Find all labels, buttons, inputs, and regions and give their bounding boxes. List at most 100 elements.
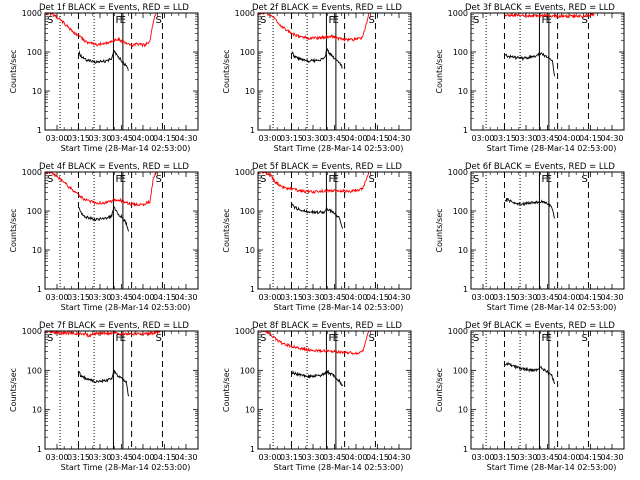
x-tick-label: 03:30 xyxy=(514,453,537,462)
y-tick-label: 10 xyxy=(245,87,255,96)
x-tick-label: 03:45 xyxy=(110,134,133,143)
flag-label: S xyxy=(260,174,266,185)
x-tick-label: 03:00 xyxy=(471,293,494,302)
x-tick-label: 04:30 xyxy=(600,134,623,143)
x-tick-label: 03:45 xyxy=(323,134,346,143)
flag-label: S xyxy=(581,333,587,344)
x-tick-label: 04:30 xyxy=(174,453,197,462)
series-events-line xyxy=(291,47,343,69)
panel-title: Det 6f BLACK = Events, RED = LLD xyxy=(465,162,615,172)
plot-frame xyxy=(44,330,199,450)
x-tick-label: 03:00 xyxy=(471,453,494,462)
flag-label: S xyxy=(47,333,53,344)
y-tick-label: 1000 xyxy=(22,168,42,177)
y-axis-label: Counts/sec xyxy=(222,49,231,93)
x-axis-label: Start Time (28-Mar-14 02:53:00) xyxy=(274,144,404,153)
x-tick-label: 03:30 xyxy=(301,134,324,143)
plot-frame xyxy=(257,330,412,450)
x-tick-label: 03:45 xyxy=(323,453,346,462)
y-axis-label: Counts/sec xyxy=(9,208,18,252)
flag-label: S xyxy=(581,174,587,185)
x-tick-label: 03:15 xyxy=(67,453,90,462)
x-tick-label: 03:00 xyxy=(45,293,68,302)
x-tick-label: 04:15 xyxy=(366,453,389,462)
panel-title: Det 2f BLACK = Events, RED = LLD xyxy=(252,3,402,13)
x-tick-label: 03:00 xyxy=(45,453,68,462)
x-tick-label: 04:00 xyxy=(557,453,580,462)
x-tick-label: 03:30 xyxy=(301,453,324,462)
y-tick-label: 10 xyxy=(458,246,468,255)
x-tick-label: 03:00 xyxy=(471,134,494,143)
y-tick-label: 1000 xyxy=(22,9,42,18)
y-tick-label: 10 xyxy=(458,406,468,415)
x-tick-label: 04:00 xyxy=(344,134,367,143)
x-tick-label: 04:15 xyxy=(153,453,176,462)
y-tick-label: 1 xyxy=(37,445,42,454)
flag-label: E xyxy=(333,333,339,344)
x-tick-label: 04:15 xyxy=(153,134,176,143)
y-tick-label: 100 xyxy=(27,207,42,216)
y-axis-label: Counts/sec xyxy=(222,368,231,412)
x-tick-label: 04:30 xyxy=(387,293,410,302)
flag-label: S xyxy=(473,174,479,185)
y-tick-label: 1000 xyxy=(235,327,255,336)
x-tick-label: 03:30 xyxy=(88,293,111,302)
y-tick-label: 100 xyxy=(453,48,468,57)
y-tick-label: 1000 xyxy=(22,327,42,336)
y-tick-label: 100 xyxy=(27,48,42,57)
y-tick-label: 1000 xyxy=(235,168,255,177)
series-events-line xyxy=(504,52,556,77)
x-tick-label: 04:15 xyxy=(579,453,602,462)
x-tick-label: 03:00 xyxy=(45,134,68,143)
panel-det-3: Det 3f BLACK = Events, RED = LLD 1 10 100 10… xyxy=(435,3,625,153)
x-tick-label: 03:30 xyxy=(88,453,111,462)
x-tick-label: 03:00 xyxy=(258,134,281,143)
x-tick-label: 03:45 xyxy=(536,453,559,462)
y-tick-label: 1000 xyxy=(235,9,255,18)
flag-label: F xyxy=(115,174,121,185)
x-axis-label: Start Time (28-Mar-14 02:53:00) xyxy=(487,144,617,153)
y-axis-label: Counts/sec xyxy=(435,49,444,93)
x-tick-label: 03:30 xyxy=(301,293,324,302)
flag-label: S xyxy=(155,15,161,26)
flag-label: E xyxy=(120,174,126,185)
x-tick-label: 04:00 xyxy=(131,453,154,462)
flag-label: S xyxy=(260,333,266,344)
x-axis-label: Start Time (28-Mar-14 02:53:00) xyxy=(487,303,617,312)
flag-label: S xyxy=(260,15,266,26)
series-events-line xyxy=(291,369,343,387)
panel-det-7: Det 7f BLACK = Events, RED = LLD 1 10 100 10… xyxy=(9,321,199,472)
series-lld-line xyxy=(258,331,370,356)
flag-label: S xyxy=(473,15,479,26)
panel-det-2: Det 2f BLACK = Events, RED = LLD 1 10 100 10… xyxy=(222,3,412,153)
y-tick-label: 10 xyxy=(245,406,255,415)
panel-det-4: Det 4f BLACK = Events, RED = LLD 1 10 100 10… xyxy=(9,162,199,312)
y-tick-label: 1000 xyxy=(448,9,468,18)
y-tick-label: 100 xyxy=(240,207,255,216)
x-tick-label: 04:00 xyxy=(344,293,367,302)
flag-label: S xyxy=(368,174,374,185)
y-tick-label: 1 xyxy=(463,285,468,294)
x-tick-label: 03:15 xyxy=(493,134,516,143)
y-tick-label: 1 xyxy=(463,126,468,135)
panel-det-8: Det 8f BLACK = Events, RED = LLD 1 10 100 10… xyxy=(222,321,412,472)
flag-label: F xyxy=(541,333,547,344)
x-tick-label: 03:15 xyxy=(280,453,303,462)
x-tick-label: 04:30 xyxy=(174,293,197,302)
y-tick-label: 1 xyxy=(250,445,255,454)
x-tick-label: 03:45 xyxy=(536,293,559,302)
plot-frame xyxy=(257,12,412,131)
flag-label: S xyxy=(155,174,161,185)
x-axis-label: Start Time (28-Mar-14 02:53:00) xyxy=(274,303,404,312)
x-tick-label: 03:30 xyxy=(514,293,537,302)
x-axis-label: Start Time (28-Mar-14 02:53:00) xyxy=(274,463,404,472)
y-tick-label: 100 xyxy=(240,366,255,375)
x-tick-label: 03:45 xyxy=(536,134,559,143)
series-lld-line xyxy=(45,331,161,338)
y-tick-label: 100 xyxy=(240,48,255,57)
panel-title: Det 7f BLACK = Events, RED = LLD xyxy=(39,321,189,331)
flag-label: E xyxy=(120,333,126,344)
series-events-line xyxy=(504,197,556,219)
series-lld-line xyxy=(504,13,595,19)
